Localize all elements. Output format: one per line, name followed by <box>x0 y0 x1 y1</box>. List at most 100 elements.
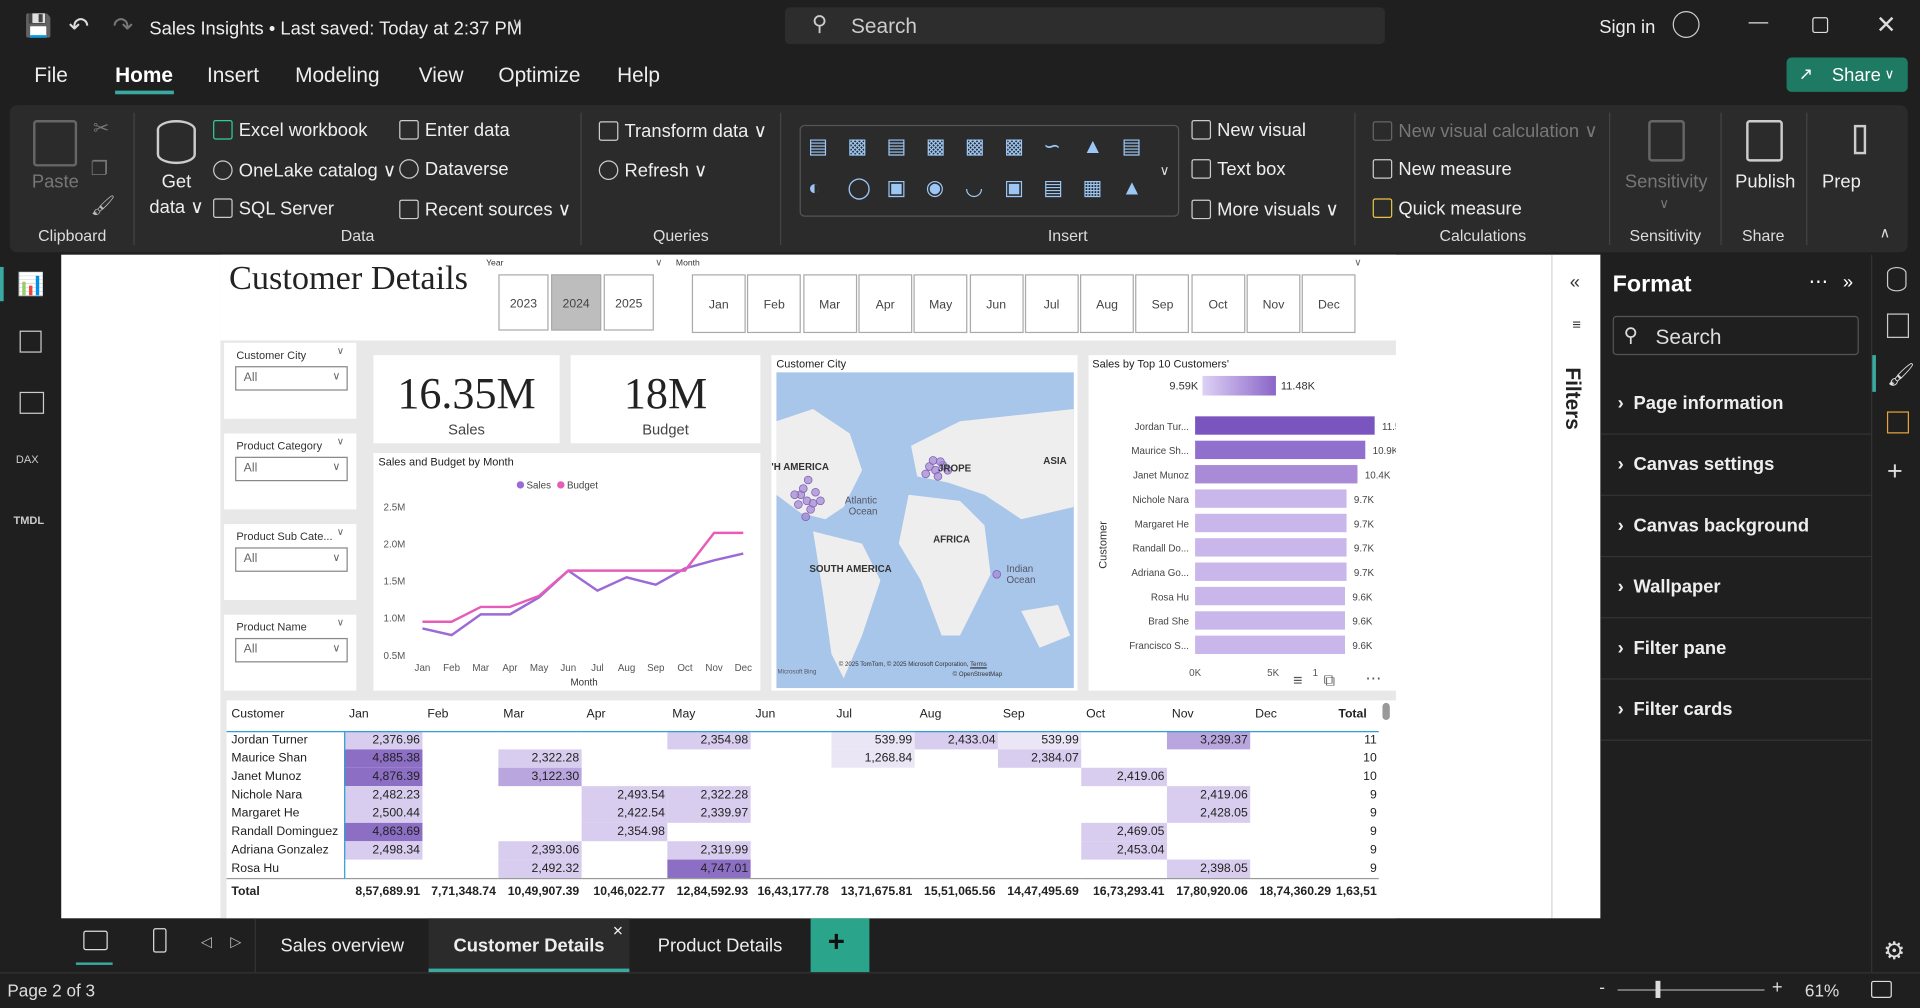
matrix-row[interactable]: Randall Dominguez 4,863.69 2,354.98 2,469.0… <box>227 822 1380 842</box>
bar[interactable] <box>1195 416 1375 435</box>
save-icon[interactable]: 💾 <box>24 13 52 38</box>
settings-gear-icon[interactable]: ⚙ <box>1883 937 1906 965</box>
visual-type-icon-6[interactable]: ∽ <box>1043 134 1061 158</box>
month-button-jan[interactable]: Jan <box>691 274 746 334</box>
text-box-button[interactable]: Text box <box>1191 159 1286 180</box>
build-visual-icon[interactable] <box>1886 313 1909 338</box>
mobile-layout-icon[interactable] <box>153 928 167 953</box>
month-button-jun[interactable]: Jun <box>969 274 1024 334</box>
matrix-row[interactable]: Adriana Gonzalez 2,498.34 2,393.06 2,319.99… <box>227 841 1380 860</box>
filter-icon[interactable]: ≡ <box>1293 671 1303 690</box>
collapse-ribbon-icon[interactable]: ∧ <box>1879 224 1891 242</box>
bar[interactable] <box>1195 635 1345 655</box>
map-bubble[interactable] <box>801 512 811 522</box>
map-bubble[interactable] <box>936 457 945 466</box>
tab-product-details[interactable]: Product Details <box>657 935 783 957</box>
sql-server-button[interactable]: SQL Server <box>213 198 334 219</box>
table-view-icon[interactable] <box>19 330 42 353</box>
visual-type-icon-10[interactable]: ◯ <box>847 176 871 200</box>
matrix-scrollbar[interactable] <box>1382 702 1390 721</box>
dax-query-icon[interactable]: DAX <box>15 453 39 466</box>
matrix-column-header[interactable]: Jan <box>348 707 369 721</box>
series-line-budget[interactable] <box>422 531 744 623</box>
kpi-budget-card[interactable]: 18M Budget <box>570 355 761 444</box>
matrix-column-header[interactable]: Dec <box>1255 707 1277 721</box>
zoom-slider-thumb[interactable] <box>1655 980 1661 998</box>
bar[interactable] <box>1195 465 1358 484</box>
matrix-row[interactable]: Janet Munoz 4,876.39 3,122.30 2,419.06 10 <box>227 767 1380 787</box>
visuals-gallery[interactable] <box>799 124 1180 217</box>
matrix-column-header[interactable]: May <box>672 707 696 721</box>
format-search-input[interactable]: ⚲ Search <box>1612 315 1859 356</box>
tab-customer-details[interactable]: Customer Details ✕ <box>428 918 630 973</box>
map-bubble[interactable] <box>811 487 820 497</box>
data-pane-icon[interactable] <box>1886 266 1907 292</box>
new-visual-button[interactable]: New visual <box>1191 120 1306 141</box>
map-bubble[interactable] <box>816 496 825 506</box>
filters-pane[interactable]: « ≡ Filters <box>1551 254 1601 919</box>
top10-customers-chart[interactable]: Sales by Top 10 Customers' 9.59K 11.48K … <box>1088 355 1396 691</box>
visual-type-icon-3[interactable]: ▩ <box>925 134 946 158</box>
bookmarks-icon[interactable] <box>1886 411 1909 434</box>
paste-button[interactable]: Paste <box>31 171 79 193</box>
excel-workbook-button[interactable]: Excel workbook <box>213 120 367 141</box>
more-options-icon[interactable]: ⋯ <box>1365 668 1382 687</box>
matrix-column-header[interactable]: Mar <box>503 707 525 721</box>
undo-icon[interactable]: ↶ <box>68 13 90 41</box>
slicer-3[interactable]: Product Name ∨ All ∨ <box>224 614 357 691</box>
map-bubble[interactable] <box>794 500 803 509</box>
get-data-button[interactable]: data ∨ <box>149 197 204 218</box>
customer-month-matrix[interactable]: Customer Jan Feb Mar Apr May Jun Jul Aug Sep Oct No… <box>226 700 1396 919</box>
visual-type-icon-11[interactable]: ▣ <box>886 176 907 200</box>
fit-to-page-icon[interactable] <box>1871 980 1892 998</box>
slicer-dropdown[interactable]: All ∨ <box>235 637 348 663</box>
map-bubble[interactable] <box>798 484 808 493</box>
more-visuals-button[interactable]: More visuals ∨ <box>1191 198 1339 220</box>
enter-data-button[interactable]: Enter data <box>399 120 510 141</box>
report-view-icon[interactable]: 📊 <box>17 271 45 297</box>
minimize-icon[interactable]: — <box>1748 12 1769 34</box>
close-tab-icon[interactable]: ✕ <box>612 924 624 940</box>
year-button-2025[interactable]: 2025 <box>603 274 654 331</box>
map-attribution[interactable]: © 2025 TomTom, © 2025 Microsoft Corporat… <box>838 661 987 669</box>
map-bubble[interactable] <box>992 570 1002 579</box>
year-button-2023[interactable]: 2023 <box>498 274 549 331</box>
refresh-button[interactable]: Refresh ∨ <box>598 159 707 181</box>
visual-type-icon-17[interactable]: ▲ <box>1121 176 1143 200</box>
format-section-filter-pane[interactable]: › Filter pane <box>1600 618 1872 680</box>
menu-help[interactable]: Help <box>617 63 660 87</box>
visual-type-icon-0[interactable]: ▤ <box>808 134 828 158</box>
slicer-0[interactable]: Customer City ∨ All ∨ <box>224 342 357 419</box>
matrix-column-header[interactable]: Feb <box>427 707 449 721</box>
sales-budget-line-chart[interactable]: Sales and Budget by Month Sales Budget 2.5M… <box>373 453 761 691</box>
month-button-may[interactable]: May <box>913 274 968 334</box>
matrix-row[interactable]: Nichole Nara 2,482.23 2,493.54 2,322.28 2,41… <box>227 786 1380 805</box>
visual-type-icon-12[interactable]: ◉ <box>925 176 944 200</box>
restore-icon[interactable] <box>1812 17 1829 34</box>
visual-type-icon-14[interactable]: ▣ <box>1004 176 1024 200</box>
month-button-aug[interactable]: Aug <box>1080 274 1135 334</box>
slicer-dropdown[interactable]: All ∨ <box>235 456 348 482</box>
matrix-column-header[interactable]: Sep <box>1002 707 1025 721</box>
map-bubble[interactable] <box>933 472 943 481</box>
bar[interactable] <box>1195 538 1347 557</box>
new-visual-calculation-button[interactable]: New visual calculation ∨ <box>1372 120 1598 142</box>
menu-file[interactable]: File <box>34 63 68 87</box>
transform-data-button[interactable]: Transform data ∨ <box>598 120 767 142</box>
format-section-page-information[interactable]: › Page information <box>1600 373 1872 435</box>
bar[interactable] <box>1195 440 1366 460</box>
map-bubble[interactable] <box>921 469 931 479</box>
visual-type-icon-9[interactable]: ◐ <box>808 176 821 200</box>
menu-view[interactable]: View <box>418 63 464 87</box>
menu-optimize[interactable]: Optimize <box>498 63 581 87</box>
matrix-column-header[interactable]: Nov <box>1171 707 1194 721</box>
matrix-column-header[interactable]: Oct <box>1086 707 1106 721</box>
tab-sales-overview[interactable]: Sales overview <box>254 918 429 973</box>
matrix-column-header[interactable]: Total <box>1338 707 1367 721</box>
avatar[interactable] <box>1672 11 1700 38</box>
visual-type-icon-2[interactable]: ▤ <box>886 134 907 158</box>
gallery-expand-icon[interactable]: ∨ <box>1159 164 1170 179</box>
bar[interactable] <box>1195 611 1345 630</box>
format-section-canvas-settings[interactable]: › Canvas settings <box>1600 435 1872 496</box>
matrix-row[interactable]: Rosa Hu 2,492.32 4,747.01 2,398.05 9 <box>227 859 1380 878</box>
